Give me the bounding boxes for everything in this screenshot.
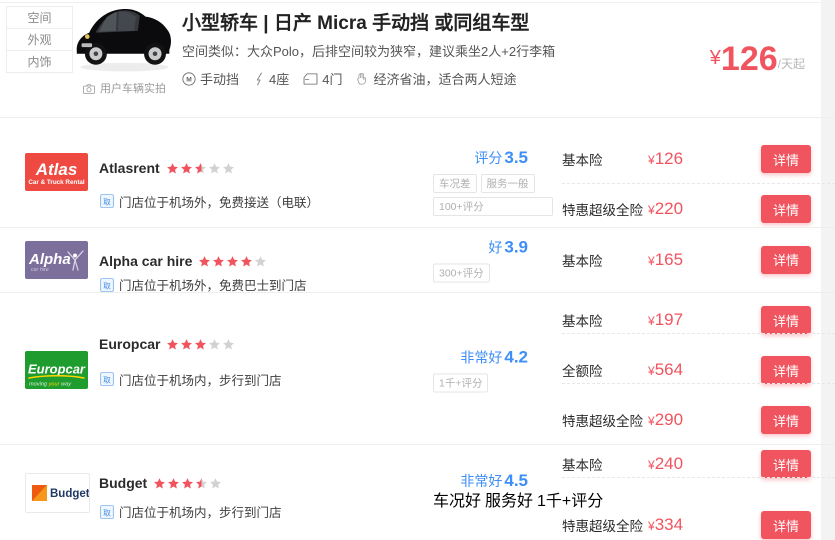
- svg-text:car hire: car hire: [31, 267, 49, 273]
- svg-text:M: M: [186, 76, 192, 83]
- svg-text:Car & Truck Rental: Car & Truck Rental: [28, 179, 85, 186]
- svg-text:moving your way: moving your way: [29, 381, 72, 387]
- svg-text:Alpha: Alpha: [28, 251, 71, 268]
- svg-text:Europcar: Europcar: [28, 362, 86, 376]
- svg-text:Atlas: Atlas: [35, 160, 78, 179]
- svg-text:Budget: Budget: [50, 488, 89, 500]
